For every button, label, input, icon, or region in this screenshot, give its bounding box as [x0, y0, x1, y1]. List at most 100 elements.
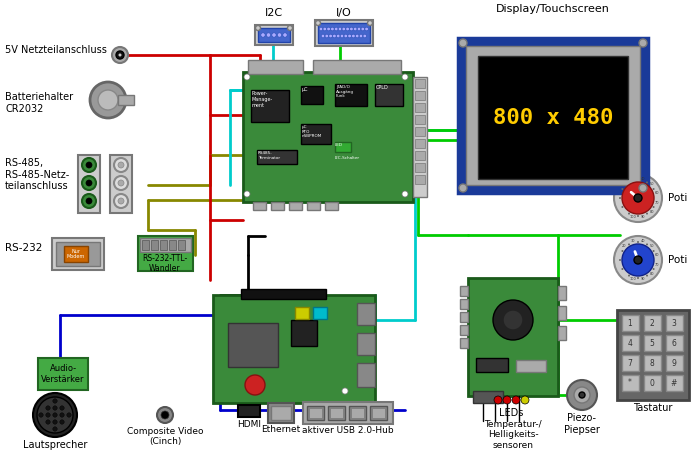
Circle shape — [342, 388, 348, 394]
Bar — [253, 202, 266, 210]
Circle shape — [646, 212, 648, 215]
Circle shape — [622, 188, 624, 190]
Circle shape — [161, 411, 169, 419]
Circle shape — [363, 34, 367, 38]
Text: HDMI: HDMI — [237, 420, 261, 429]
Bar — [415, 91, 425, 100]
Text: 20: 20 — [622, 244, 626, 248]
Bar — [666, 355, 683, 371]
Circle shape — [521, 396, 529, 404]
Bar — [289, 202, 302, 210]
Text: I/O: I/O — [336, 8, 352, 18]
Circle shape — [614, 174, 662, 222]
Circle shape — [52, 427, 57, 431]
Text: 90: 90 — [641, 277, 645, 281]
Bar — [415, 175, 425, 184]
Circle shape — [340, 34, 344, 38]
Bar — [315, 20, 373, 46]
Bar — [558, 326, 566, 340]
Circle shape — [60, 420, 64, 424]
Text: 4: 4 — [628, 339, 632, 348]
Text: aktiver USB 2.0-Hub: aktiver USB 2.0-Hub — [302, 426, 394, 435]
Circle shape — [354, 27, 357, 31]
Bar — [301, 86, 323, 104]
Text: µC: µC — [302, 87, 309, 92]
Text: LEDs: LEDs — [499, 408, 523, 418]
Circle shape — [628, 274, 630, 277]
Circle shape — [86, 162, 92, 168]
Circle shape — [245, 375, 265, 395]
Text: 80: 80 — [650, 272, 654, 276]
Circle shape — [66, 413, 71, 417]
Bar — [460, 325, 468, 335]
Circle shape — [332, 34, 336, 38]
Text: RS-232: RS-232 — [5, 243, 43, 253]
Bar — [644, 335, 661, 351]
Text: Power-
Manage-
ment: Power- Manage- ment — [252, 91, 273, 107]
Circle shape — [82, 158, 96, 172]
Circle shape — [118, 162, 124, 168]
Circle shape — [327, 27, 330, 31]
Circle shape — [116, 51, 124, 59]
Circle shape — [52, 406, 57, 410]
Bar — [357, 363, 375, 387]
Bar — [558, 286, 566, 300]
Bar — [476, 358, 508, 372]
Circle shape — [33, 393, 77, 437]
Circle shape — [52, 399, 57, 403]
Circle shape — [637, 179, 639, 181]
Bar — [558, 306, 566, 320]
Bar — [622, 355, 639, 371]
Text: 0: 0 — [650, 378, 654, 387]
Bar — [357, 333, 375, 355]
Circle shape — [283, 33, 287, 37]
Bar — [617, 310, 689, 400]
Circle shape — [622, 244, 654, 276]
Bar — [458, 38, 648, 193]
Bar — [255, 25, 293, 45]
Text: 7: 7 — [628, 358, 632, 368]
Bar — [243, 72, 413, 202]
Circle shape — [459, 184, 467, 192]
Bar — [622, 375, 639, 391]
Text: 30: 30 — [631, 177, 635, 181]
Bar — [622, 315, 639, 331]
Circle shape — [567, 380, 597, 410]
Circle shape — [337, 34, 340, 38]
Text: I2C-Schalter: I2C-Schalter — [335, 156, 360, 160]
Text: 40: 40 — [641, 177, 645, 181]
Bar — [375, 84, 403, 106]
Bar — [644, 355, 661, 371]
Bar — [248, 60, 303, 74]
Circle shape — [512, 396, 520, 404]
Circle shape — [244, 191, 250, 197]
Text: Lautsprecher: Lautsprecher — [23, 440, 88, 450]
Circle shape — [277, 33, 281, 37]
Circle shape — [365, 27, 368, 31]
Bar — [64, 246, 88, 262]
Bar — [258, 28, 290, 42]
Bar — [351, 408, 364, 418]
Bar — [372, 408, 385, 418]
Text: 80: 80 — [650, 210, 654, 214]
Bar — [413, 77, 427, 197]
Circle shape — [344, 34, 348, 38]
Bar — [415, 151, 425, 160]
Bar — [478, 56, 628, 179]
Circle shape — [637, 215, 639, 217]
Text: 100: 100 — [629, 277, 636, 281]
Bar — [268, 403, 294, 423]
Circle shape — [114, 176, 128, 190]
Text: Ethernet: Ethernet — [261, 425, 300, 434]
Circle shape — [356, 34, 359, 38]
Text: 20: 20 — [622, 182, 626, 186]
Circle shape — [244, 74, 250, 80]
Circle shape — [60, 413, 64, 417]
Bar — [251, 90, 289, 122]
Bar — [309, 408, 322, 418]
Bar — [78, 155, 100, 213]
Text: Tastatur: Tastatur — [634, 403, 673, 413]
Circle shape — [52, 420, 57, 424]
Bar — [415, 79, 425, 88]
Circle shape — [38, 413, 43, 417]
